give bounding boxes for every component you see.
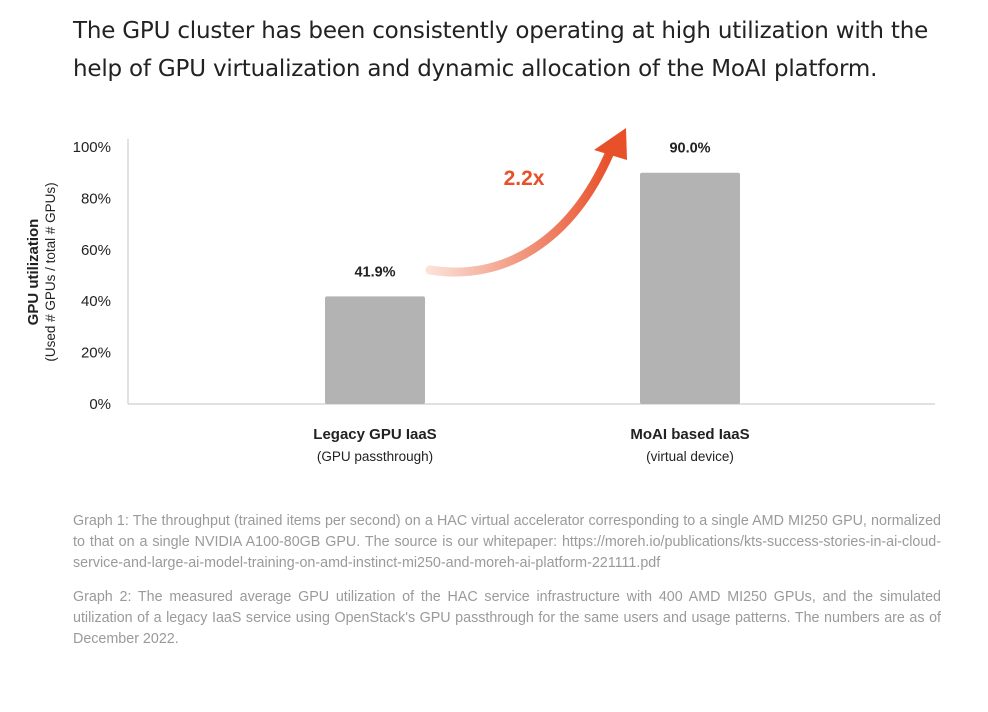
category-label: MoAI based IaaS	[630, 426, 749, 443]
y-tick-label: 60%	[81, 242, 111, 259]
bar-value-label: 90.0%	[669, 141, 710, 157]
footnote-graph-2: Graph 2: The measured average GPU utiliz…	[73, 589, 941, 647]
growth-arrow-head	[594, 128, 627, 160]
y-tick-label: 100%	[73, 139, 111, 156]
y-tick-label: 80%	[81, 190, 111, 207]
category-label: Legacy GPU IaaS	[313, 426, 436, 443]
footnotes: Graph 1: The throughput (trained items p…	[73, 511, 941, 663]
growth-arrow	[425, 147, 615, 277]
category-sublabel: (virtual device)	[646, 449, 734, 464]
footnote-graph-1: Graph 1: The throughput (trained items p…	[73, 513, 941, 571]
bar-value-label: 41.9%	[354, 264, 395, 280]
bar	[640, 172, 740, 404]
growth-annotation-label: 2.2x	[504, 167, 545, 190]
y-tick-label: 20%	[81, 345, 111, 362]
gpu-utilization-bar-chart: 0% 20% 40% 60% 80% 100% GPU utilization (Used #…	[25, 128, 935, 464]
y-axis-subtitle: (Used # GPUs / total # GPUs)	[43, 182, 58, 361]
y-tick-label: 40%	[81, 293, 111, 310]
category-sublabel: (GPU passthrough)	[317, 449, 433, 464]
bar	[325, 296, 425, 404]
y-tick-label: 0%	[89, 396, 111, 413]
y-axis-title: GPU utilization	[25, 219, 42, 326]
headline: The GPU cluster has been consistently op…	[73, 18, 929, 82]
